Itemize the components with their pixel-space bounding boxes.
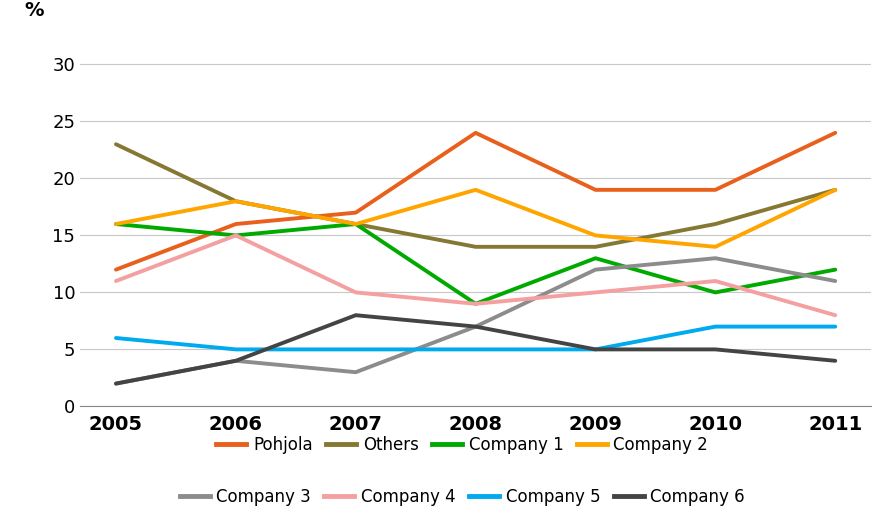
Pohjola xyxy=(350,209,361,216)
Company 5 xyxy=(590,346,601,353)
Company 2 xyxy=(590,232,601,239)
Company 5 xyxy=(710,324,721,330)
Company 4 xyxy=(110,278,121,284)
Company 1 xyxy=(710,289,721,295)
Company 5 xyxy=(350,346,361,353)
Company 3 xyxy=(110,380,121,387)
Company 4 xyxy=(470,301,481,307)
Company 2 xyxy=(110,221,121,227)
Company 3 xyxy=(590,267,601,273)
Others xyxy=(830,187,841,193)
Company 6 xyxy=(470,324,481,330)
Company 3 xyxy=(710,255,721,262)
Pohjola xyxy=(590,187,601,193)
Line: Company 4: Company 4 xyxy=(116,235,836,315)
Line: Company 3: Company 3 xyxy=(116,258,836,383)
Line: Pohjola: Pohjola xyxy=(116,133,836,270)
Others xyxy=(590,244,601,250)
Company 5 xyxy=(470,346,481,353)
Company 6 xyxy=(230,358,241,364)
Pohjola xyxy=(830,130,841,136)
Company 3 xyxy=(470,324,481,330)
Company 6 xyxy=(110,380,121,387)
Others xyxy=(110,141,121,147)
Others xyxy=(710,221,721,227)
Company 6 xyxy=(350,312,361,318)
Others xyxy=(470,244,481,250)
Legend: Pohjola, Others, Company 1, Company 2: Pohjola, Others, Company 1, Company 2 xyxy=(210,429,715,461)
Line: Others: Others xyxy=(116,144,836,247)
Company 4 xyxy=(230,232,241,239)
Company 1 xyxy=(350,221,361,227)
Company 2 xyxy=(350,221,361,227)
Line: Company 6: Company 6 xyxy=(116,315,836,383)
Company 2 xyxy=(830,187,841,193)
Company 4 xyxy=(590,289,601,295)
Pohjola xyxy=(110,267,121,273)
Company 6 xyxy=(590,346,601,353)
Company 5 xyxy=(230,346,241,353)
Company 2 xyxy=(470,187,481,193)
Others xyxy=(230,198,241,204)
Company 4 xyxy=(830,312,841,318)
Company 4 xyxy=(350,289,361,295)
Company 3 xyxy=(230,358,241,364)
Legend: Company 3, Company 4, Company 5, Company 6: Company 3, Company 4, Company 5, Company… xyxy=(173,481,751,513)
Pohjola xyxy=(230,221,241,227)
Company 3 xyxy=(830,278,841,284)
Line: Company 2: Company 2 xyxy=(116,190,836,247)
Company 4 xyxy=(710,278,721,284)
Pohjola xyxy=(470,130,481,136)
Others xyxy=(350,221,361,227)
Line: Company 1: Company 1 xyxy=(116,224,836,304)
Company 2 xyxy=(710,244,721,250)
Company 2 xyxy=(230,198,241,204)
Line: Company 5: Company 5 xyxy=(116,327,836,350)
Company 6 xyxy=(710,346,721,353)
Company 1 xyxy=(230,232,241,239)
Company 1 xyxy=(590,255,601,262)
Text: %: % xyxy=(25,1,44,20)
Company 3 xyxy=(350,369,361,375)
Pohjola xyxy=(710,187,721,193)
Company 1 xyxy=(830,267,841,273)
Company 1 xyxy=(110,221,121,227)
Company 5 xyxy=(830,324,841,330)
Company 1 xyxy=(470,301,481,307)
Company 6 xyxy=(830,358,841,364)
Company 5 xyxy=(110,335,121,341)
